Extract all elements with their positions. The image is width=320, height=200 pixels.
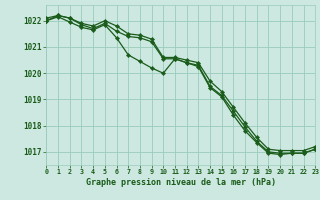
X-axis label: Graphe pression niveau de la mer (hPa): Graphe pression niveau de la mer (hPa) [86, 178, 276, 187]
